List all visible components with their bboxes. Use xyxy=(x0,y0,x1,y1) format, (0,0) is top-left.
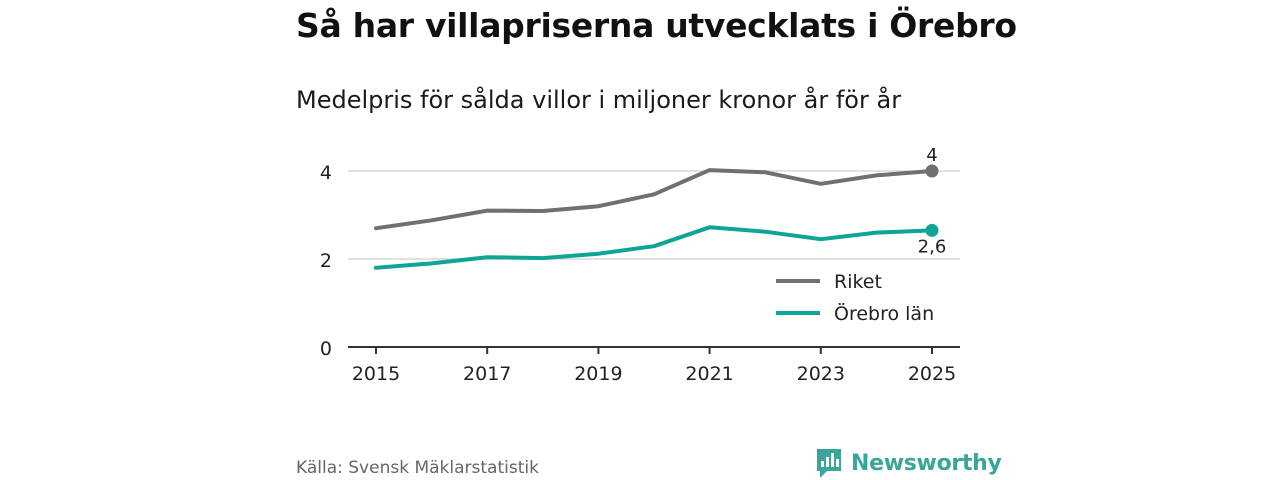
y-tick-label-0: 0 xyxy=(320,338,332,360)
chart-title: Så har villapriserna utvecklats i Örebro xyxy=(296,6,1017,45)
x-tick-label-2023: 2023 xyxy=(797,363,845,385)
y-tick-label-2: 2 xyxy=(320,250,332,272)
series-end-marker-riket xyxy=(925,164,939,178)
x-tick-label-2015: 2015 xyxy=(352,363,400,385)
legend-label-orebro-lan: Örebro län xyxy=(834,302,934,325)
x-tick-label-2025: 2025 xyxy=(908,363,956,385)
newsworthy-logo-icon xyxy=(817,449,841,478)
x-tick-label-2021: 2021 xyxy=(685,363,733,385)
series-end-marker-orebro-lan xyxy=(925,223,939,237)
series-end-label-riket: 4 xyxy=(926,145,937,166)
series-line-orebro-lan xyxy=(374,225,934,270)
y-tick-label-4: 4 xyxy=(320,162,332,184)
x-tick-label-2017: 2017 xyxy=(463,363,511,385)
chart-subtitle: Medelpris för sålda villor i miljoner kr… xyxy=(296,86,902,114)
brand-name: Newsworthy xyxy=(851,450,1002,476)
series-line-riket xyxy=(374,168,934,231)
brand-logo: Newsworthy xyxy=(815,446,1002,480)
source-note: Källa: Svensk Mäklarstatistik xyxy=(296,458,539,478)
legend-label-riket: Riket xyxy=(834,271,882,293)
x-tick-label-2019: 2019 xyxy=(574,363,622,385)
series-end-label-orebro-lan: 2,6 xyxy=(918,236,947,257)
